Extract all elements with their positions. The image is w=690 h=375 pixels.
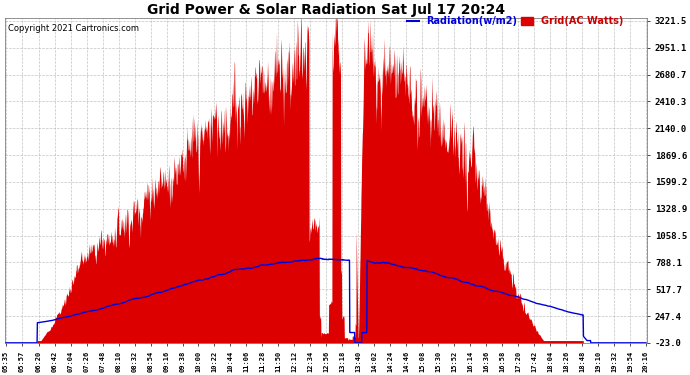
Text: Copyright 2021 Cartronics.com: Copyright 2021 Cartronics.com <box>8 24 139 33</box>
Title: Grid Power & Solar Radiation Sat Jul 17 20:24: Grid Power & Solar Radiation Sat Jul 17 … <box>147 3 505 17</box>
Legend: Radiation(w/m2), Grid(AC Watts): Radiation(w/m2), Grid(AC Watts) <box>407 16 623 26</box>
